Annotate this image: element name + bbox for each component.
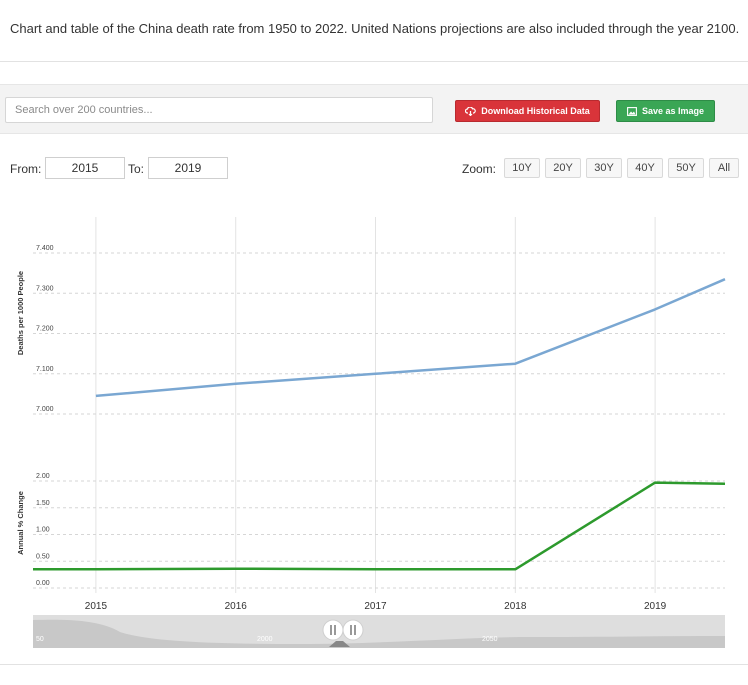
navigator-series-area [33, 619, 725, 648]
y-tick-label: 0.50 [36, 553, 50, 560]
intro-section: Chart and table of the China death rate … [0, 0, 748, 62]
zoom-20y-button[interactable]: 20Y [545, 158, 581, 178]
bottom-divider [0, 664, 748, 665]
navigator-label-2050: 2050 [482, 636, 498, 643]
download-historical-data-button[interactable]: Download Historical Data [455, 100, 600, 122]
y-tick-label: 0.00 [36, 580, 50, 587]
y-tick-label: 1.50 [36, 500, 50, 507]
y-tick-label: 7.000 [36, 406, 54, 413]
search-input[interactable] [5, 97, 433, 123]
y-tick-label: 7.100 [36, 366, 54, 373]
from-label: From: [10, 162, 42, 176]
annual-change-series-line [33, 481, 726, 571]
zoom-all-button[interactable]: All [709, 158, 739, 178]
y-tick-label: 1.00 [36, 527, 50, 534]
y-tick-label: 2.00 [36, 473, 50, 480]
zoom-label: Zoom: [462, 162, 497, 176]
navigator-label-1950: 50 [36, 636, 44, 643]
x-tick-label: 2016 [225, 601, 248, 612]
range-navigator[interactable]: 50 2000 2050 [33, 615, 725, 648]
death-rate-series-line [95, 278, 726, 398]
lower-y-ticks: 0.00 0.50 1.00 1.50 2.00 [36, 473, 50, 587]
save-as-image-button[interactable]: Save as Image [616, 100, 715, 122]
toolbar: Download Historical Data Save as Image [0, 84, 748, 134]
death-rate-chart: Deaths per 1000 People Annual % Change 7… [16, 217, 726, 648]
lower-y-axis-label: Annual % Change [16, 491, 25, 555]
y-tick-label: 7.200 [36, 326, 54, 333]
navigator-right-handle[interactable] [342, 619, 364, 641]
to-label: To: [128, 162, 145, 176]
x-ticks: 2015 2016 2017 2018 2019 [85, 601, 667, 612]
save-button-label: Save as Image [641, 106, 705, 116]
upper-y-ticks: 7.000 7.100 7.200 7.300 7.400 [36, 245, 54, 413]
navigator-selection-mask [329, 641, 350, 647]
y-tick-label: 7.400 [36, 245, 54, 252]
upper-y-axis-label: Deaths per 1000 People [16, 271, 25, 355]
x-tick-label: 2019 [644, 601, 667, 612]
zoom-40y-button[interactable]: 40Y [627, 158, 663, 178]
x-tick-label: 2018 [504, 601, 527, 612]
download-button-label: Download Historical Data [481, 106, 590, 116]
y-tick-label: 7.300 [36, 285, 54, 292]
zoom-30y-button[interactable]: 30Y [586, 158, 622, 178]
to-year-input[interactable] [148, 157, 228, 179]
x-tick-label: 2017 [364, 601, 387, 612]
navigator-left-handle[interactable] [322, 619, 344, 641]
image-icon [627, 106, 637, 116]
zoom-50y-button[interactable]: 50Y [668, 158, 704, 178]
x-tick-label: 2015 [85, 601, 108, 612]
grid-lines [33, 217, 725, 593]
navigator-label-2000: 2000 [257, 636, 273, 643]
zoom-10y-button[interactable]: 10Y [504, 158, 540, 178]
date-range-bar: From: To: Zoom: 10Y 20Y 30Y 40Y 50Y All [0, 155, 748, 185]
intro-text: Chart and table of the China death rate … [10, 21, 740, 36]
cloud-download-icon [465, 106, 476, 116]
from-year-input[interactable] [45, 157, 125, 179]
